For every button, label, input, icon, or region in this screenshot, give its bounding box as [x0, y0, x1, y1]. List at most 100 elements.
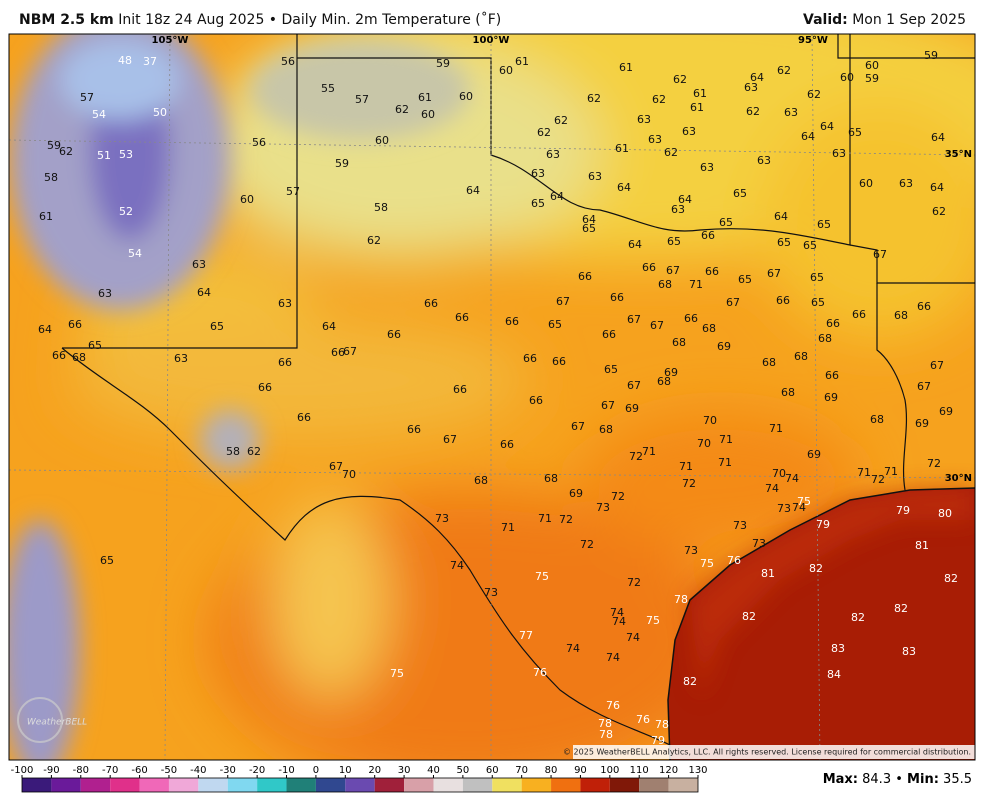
- station-value: 71: [718, 456, 732, 469]
- station-value: 68: [702, 322, 716, 335]
- station-value: 58: [226, 445, 240, 458]
- station-value: 71: [679, 460, 693, 473]
- colorbar-segment: [492, 778, 522, 792]
- station-value: 73: [596, 501, 610, 514]
- station-value: 64: [617, 181, 631, 194]
- station-value: 65: [604, 363, 618, 376]
- colorbar-tick-label: -40: [190, 765, 206, 776]
- colorbar-tick-label: 60: [486, 765, 499, 776]
- station-value: 66: [825, 369, 839, 382]
- station-value: 67: [601, 399, 615, 412]
- colorbar-segment: [433, 778, 463, 792]
- station-value: 66: [684, 312, 698, 325]
- station-value: 64: [930, 181, 944, 194]
- colorbar-segment: [257, 778, 287, 792]
- min-label: Min:: [907, 772, 939, 787]
- station-value: 79: [651, 734, 665, 747]
- station-value: 73: [752, 537, 766, 550]
- station-value: 72: [611, 490, 625, 503]
- station-value: 69: [717, 340, 731, 353]
- station-value: 81: [761, 567, 775, 580]
- station-value: 74: [610, 606, 624, 619]
- station-value: 61: [619, 61, 633, 74]
- station-value: 66: [610, 291, 624, 304]
- station-value: 79: [896, 504, 910, 517]
- station-value: 65: [88, 339, 102, 352]
- colorbar-frame: [21, 777, 699, 793]
- station-value: 75: [646, 614, 660, 627]
- colorbar-tick-label: 130: [688, 765, 707, 776]
- stats: Max: 84.3 • Min: 35.5: [823, 772, 972, 787]
- station-value: 61: [690, 101, 704, 114]
- colorbar-tick-label: 90: [574, 765, 587, 776]
- colorbar-segment: [198, 778, 228, 792]
- colorbar-segment: [315, 778, 346, 792]
- colorbar-segment: [227, 778, 258, 792]
- colorbar-segment: [462, 778, 493, 792]
- station-value: 37: [143, 55, 157, 68]
- colorbar-tick-label: -90: [43, 765, 59, 776]
- station-value: 66: [331, 346, 345, 359]
- station-value: 62: [395, 103, 409, 116]
- station-value: 64: [466, 184, 480, 197]
- min: 35.5: [943, 772, 972, 787]
- colorbar-segment: [110, 778, 140, 792]
- station-value: 66: [642, 261, 656, 274]
- station-value: 66: [505, 315, 519, 328]
- station-value: 65: [777, 236, 791, 249]
- copyright: © 2025 WeatherBELL Analytics, LLC. All r…: [563, 748, 971, 757]
- station-value: 64: [582, 213, 596, 226]
- station-value: 62: [554, 114, 568, 127]
- station-value: 69: [807, 448, 821, 461]
- station-value: 67: [627, 379, 641, 392]
- station-value: 72: [559, 513, 573, 526]
- station-value: 73: [484, 586, 498, 599]
- station-value: 54: [128, 247, 142, 260]
- station-value: 76: [533, 666, 547, 679]
- header-left: NBM 2.5 km Init 18z 24 Aug 2025 • Daily …: [19, 12, 501, 28]
- station-value: 64: [931, 131, 945, 144]
- colorbar-segment: [639, 778, 669, 792]
- station-value: 70: [342, 468, 356, 481]
- station-value: 78: [674, 593, 688, 606]
- station-value: 72: [871, 473, 885, 486]
- station-value: 66: [407, 423, 421, 436]
- colorbar-segment: [139, 778, 169, 792]
- station-value: 67: [443, 433, 457, 446]
- station-value: 58: [374, 201, 388, 214]
- station-value: 66: [578, 270, 592, 283]
- station-value: 60: [421, 108, 435, 121]
- station-value: 62: [746, 105, 760, 118]
- station-value: 57: [355, 93, 369, 106]
- colorbar-tick-label: 80: [545, 765, 558, 776]
- station-value: 66: [776, 294, 790, 307]
- colorbar-segment: [521, 778, 552, 792]
- station-value: 50: [153, 106, 167, 119]
- station-value: 63: [98, 287, 112, 300]
- station-value: 68: [762, 356, 776, 369]
- station-value: 67: [873, 248, 887, 261]
- colorbar-tick-label: -10: [278, 765, 294, 776]
- colorbar-tick-label: -100: [11, 765, 34, 776]
- station-value: 82: [894, 602, 908, 615]
- station-value: 62: [652, 93, 666, 106]
- station-value: 54: [92, 108, 106, 121]
- header-right: Valid: Mon 1 Sep 2025: [803, 12, 966, 28]
- station-value: 63: [757, 154, 771, 167]
- station-value: 65: [803, 239, 817, 252]
- colorbar-tick-label: -30: [220, 765, 236, 776]
- station-value: 69: [824, 391, 838, 404]
- station-value: 62: [587, 92, 601, 105]
- station-value: 65: [548, 318, 562, 331]
- station-value: 84: [827, 668, 841, 681]
- station-value: 62: [537, 126, 551, 139]
- station-value: 60: [499, 64, 513, 77]
- station-value: 62: [367, 234, 381, 247]
- colorbar-tick-label: 10: [339, 765, 352, 776]
- colorbar-segment: [609, 778, 640, 792]
- valid-date: Mon 1 Sep 2025: [852, 12, 966, 28]
- station-value: 74: [792, 501, 806, 514]
- station-value: 65: [848, 126, 862, 139]
- station-value: 82: [851, 611, 865, 624]
- station-value: 68: [72, 351, 86, 364]
